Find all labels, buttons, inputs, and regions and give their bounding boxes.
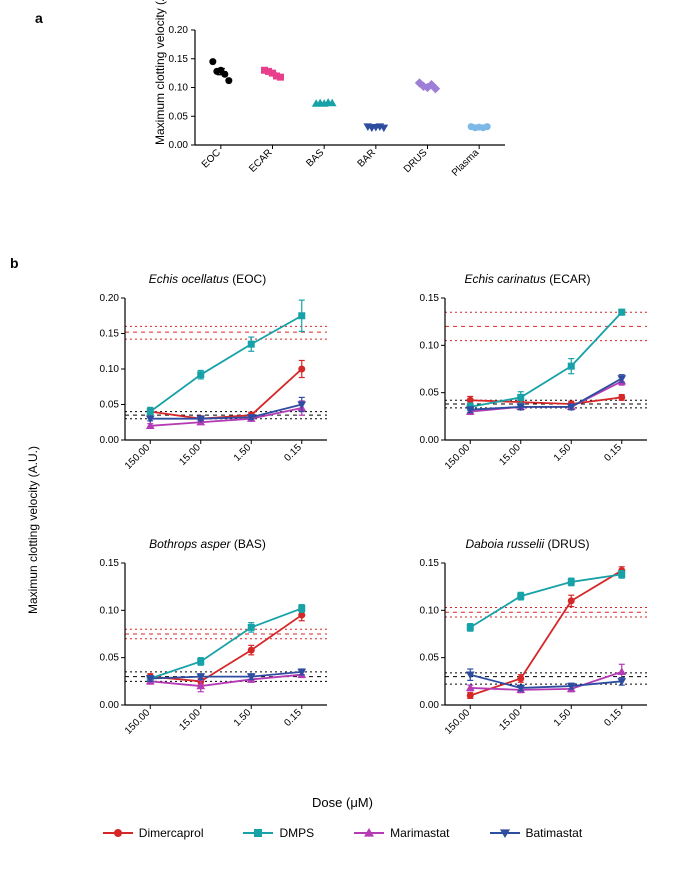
subplot-title-bas: Bothrops asper (BAS) bbox=[80, 537, 335, 551]
svg-text:0.05: 0.05 bbox=[100, 653, 120, 664]
legend-item-marimastat: Marimastat bbox=[354, 825, 449, 841]
svg-text:DRUS: DRUS bbox=[402, 147, 430, 175]
svg-text:1.50: 1.50 bbox=[552, 707, 574, 729]
legend-label-dmps: DMPS bbox=[279, 826, 314, 840]
svg-text:150.00: 150.00 bbox=[443, 442, 473, 472]
legend-item-dimercaprol: Dimercaprol bbox=[103, 825, 204, 841]
svg-text:0.15: 0.15 bbox=[100, 329, 120, 340]
svg-text:0.00: 0.00 bbox=[169, 140, 189, 151]
legend-marker-batimastat bbox=[490, 825, 520, 841]
svg-text:150.00: 150.00 bbox=[123, 442, 153, 472]
svg-text:0.20: 0.20 bbox=[169, 25, 189, 36]
svg-text:0.20: 0.20 bbox=[100, 293, 120, 304]
svg-text:0.00: 0.00 bbox=[100, 700, 120, 711]
svg-text:0.15: 0.15 bbox=[100, 558, 120, 569]
panel-a-plot: 0.00 0.05 0.10 0.15 0.20 EOC ECAR BAS BAR DRUS Pla… bbox=[145, 20, 515, 190]
svg-text:BAR: BAR bbox=[356, 147, 378, 169]
panel-a-letter: a bbox=[35, 10, 43, 26]
svg-text:EOC: EOC bbox=[200, 147, 223, 170]
svg-text:15.00: 15.00 bbox=[497, 442, 523, 468]
legend-label-marimastat: Marimastat bbox=[390, 826, 449, 840]
svg-text:0.00: 0.00 bbox=[100, 435, 120, 446]
legend-item-dmps: DMPS bbox=[243, 825, 314, 841]
svg-text:0.15: 0.15 bbox=[420, 293, 440, 304]
legend-marker-marimastat bbox=[354, 825, 384, 841]
svg-text:0.05: 0.05 bbox=[420, 388, 440, 399]
svg-text:0.15: 0.15 bbox=[282, 707, 304, 729]
svg-text:0.00: 0.00 bbox=[420, 435, 440, 446]
svg-text:150.00: 150.00 bbox=[443, 707, 473, 737]
svg-text:150.00: 150.00 bbox=[123, 707, 153, 737]
svg-text:0.15: 0.15 bbox=[282, 442, 304, 464]
panel-a-ylabel: Maximum clotting velocity (A.U.) bbox=[153, 30, 167, 145]
legend-label-dimercaprol: Dimercaprol bbox=[139, 826, 204, 840]
svg-text:1.50: 1.50 bbox=[552, 442, 574, 464]
legend-marker-dimercaprol bbox=[103, 825, 133, 841]
subplot-bas: 0.00 0.05 0.10 0.15 150.00 15.00 1.50 0.15 bbox=[80, 555, 335, 745]
subplot-ecar: 0.00 0.05 0.10 0.15 150.00 15.00 1.50 0.15 bbox=[400, 290, 655, 480]
svg-text:15.00: 15.00 bbox=[177, 707, 203, 733]
panel-b-letter: b bbox=[10, 255, 19, 271]
svg-text:0.10: 0.10 bbox=[169, 83, 189, 94]
svg-text:0.10: 0.10 bbox=[420, 605, 440, 616]
svg-text:Plasma: Plasma bbox=[450, 147, 482, 179]
panel-b-ylabel: Maximun clotting velocity (A.U.) bbox=[26, 400, 40, 660]
svg-text:0.10: 0.10 bbox=[100, 364, 120, 375]
svg-text:0.05: 0.05 bbox=[169, 111, 189, 122]
svg-text:1.50: 1.50 bbox=[232, 707, 254, 729]
svg-text:0.10: 0.10 bbox=[100, 605, 120, 616]
svg-text:1.50: 1.50 bbox=[232, 442, 254, 464]
svg-text:0.15: 0.15 bbox=[169, 54, 189, 65]
panel-b-xlabel: Dose (μM) bbox=[0, 795, 685, 810]
svg-text:0.15: 0.15 bbox=[602, 707, 624, 729]
legend-label-batimastat: Batimastat bbox=[526, 826, 583, 840]
svg-text:0.05: 0.05 bbox=[420, 653, 440, 664]
legend-marker-dmps bbox=[243, 825, 273, 841]
svg-text:0.00: 0.00 bbox=[420, 700, 440, 711]
subplot-title-eoc: Echis ocellatus (EOC) bbox=[80, 272, 335, 286]
subplot-drus: 0.00 0.05 0.10 0.15 150.00 15.00 1.50 0.15 bbox=[400, 555, 655, 745]
svg-text:15.00: 15.00 bbox=[177, 442, 203, 468]
svg-text:0.15: 0.15 bbox=[602, 442, 624, 464]
subplot-title-drus: Daboia russelii (DRUS) bbox=[400, 537, 655, 551]
svg-text:0.10: 0.10 bbox=[420, 340, 440, 351]
subplot-title-ecar: Echis carinatus (ECAR) bbox=[400, 272, 655, 286]
svg-text:15.00: 15.00 bbox=[497, 707, 523, 733]
svg-text:0.05: 0.05 bbox=[100, 400, 120, 411]
svg-text:0.15: 0.15 bbox=[420, 558, 440, 569]
subplot-eoc: 0.00 0.05 0.10 0.15 0.20 150.00 15.00 1.50 0.15 bbox=[80, 290, 335, 480]
legend-item-batimastat: Batimastat bbox=[490, 825, 583, 841]
svg-text:ECAR: ECAR bbox=[247, 147, 274, 174]
panel-b-legend: Dimercaprol DMPS Marimastat Batimastat bbox=[0, 825, 685, 841]
svg-text:BAS: BAS bbox=[304, 147, 326, 169]
